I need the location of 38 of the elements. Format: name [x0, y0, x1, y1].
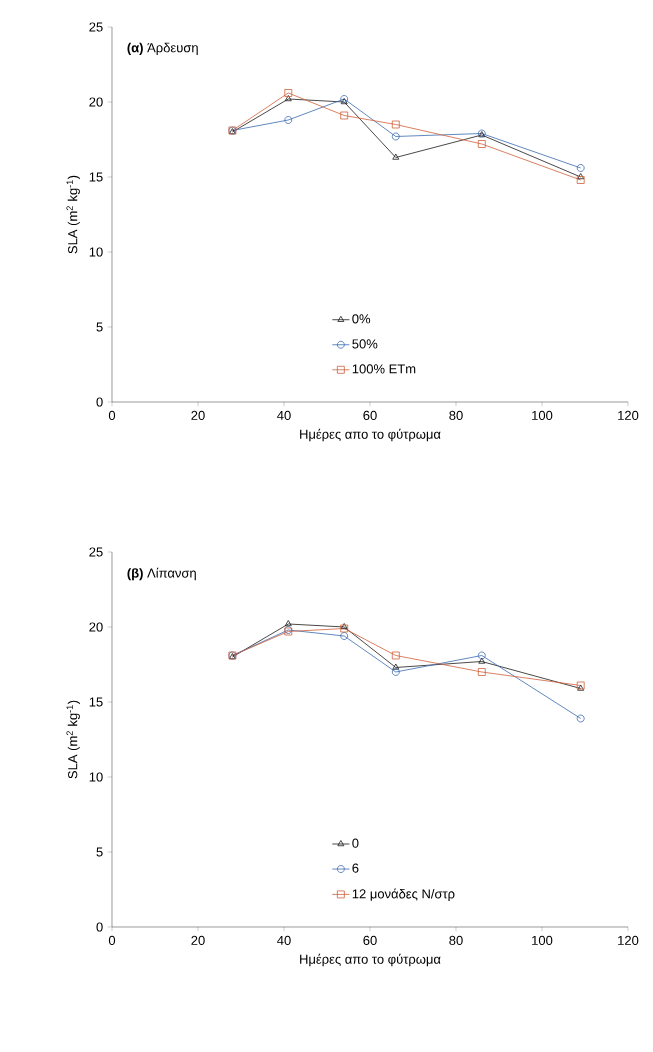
x-tick-label: 40 [277, 935, 291, 945]
y-tick-label: 5 [96, 847, 103, 857]
x-tick-label: 0 [108, 410, 116, 420]
y-axis-title: SLA (m$^{2}$ kg$^{-1}$) [66, 175, 80, 254]
x-tick-label: 120 [618, 935, 639, 945]
x-tick-label: 100 [532, 935, 553, 945]
legend-label: 0 [352, 838, 359, 848]
x-tick-label: 120 [618, 410, 639, 420]
x-tick-label: 80 [449, 935, 463, 945]
y-tick-label: 10 [89, 772, 103, 782]
y-tick-label: 5 [96, 322, 103, 332]
y-tick-label: 25 [89, 547, 103, 557]
y-tick-label: 20 [89, 97, 103, 107]
x-tick-label: 0 [108, 935, 116, 945]
x-axis-title: Ημέρες απο το φύτρωμα [300, 428, 441, 442]
x-tick-label: 20 [191, 410, 205, 420]
legend-label: 0% [352, 314, 371, 324]
text: (α) Άρδευση [127, 42, 198, 55]
y-tick-label: 25 [89, 22, 103, 32]
y-tick-label: 10 [89, 247, 103, 257]
text: (β) Λίπανση [127, 567, 196, 581]
x-axis-title: Ημέρες απο το φύτρωμα [300, 953, 441, 967]
legend-label: 50% [352, 339, 378, 349]
legend-label: 12 μονάδες N/στρ [352, 888, 455, 902]
x-tick-label: 80 [449, 410, 463, 420]
x-tick-label: 100 [532, 410, 553, 420]
y-tick-label: 15 [89, 172, 103, 182]
x-tick-label: 40 [277, 410, 291, 420]
y-tick-label: 20 [89, 622, 103, 632]
x-tick-label: 20 [191, 935, 205, 945]
x-tick-label: 60 [363, 935, 377, 945]
legend-label: 6 [352, 863, 359, 873]
y-tick-label: 0 [96, 922, 103, 932]
y-axis-title: SLA (m$^{2}$ kg$^{-1}$) [66, 700, 80, 779]
y-tick-label: 15 [89, 697, 103, 707]
y-tick-label: 0 [96, 397, 103, 407]
legend-label: 100% ETm [352, 364, 416, 374]
x-tick-label: 60 [363, 410, 377, 420]
